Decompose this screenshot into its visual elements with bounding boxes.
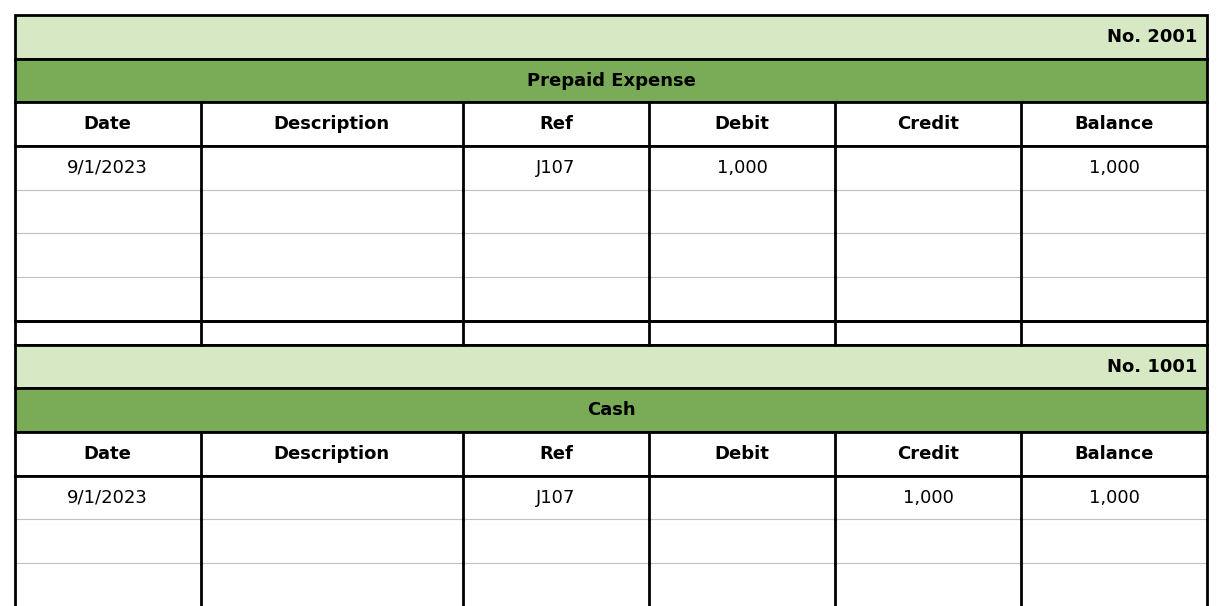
Bar	[15, 102, 1207, 146]
Text: Description: Description	[274, 445, 390, 463]
Text: 1,000: 1,000	[1089, 488, 1140, 507]
Text: Credit: Credit	[897, 115, 959, 133]
Bar	[15, 519, 1207, 563]
Text: 1,000: 1,000	[903, 488, 953, 507]
Bar	[15, 277, 1207, 321]
Text: Prepaid Expense: Prepaid Expense	[527, 72, 695, 90]
Bar	[15, 233, 1207, 277]
Text: Credit: Credit	[897, 445, 959, 463]
Bar	[15, 563, 1207, 606]
Bar	[15, 321, 1207, 345]
Text: Ref: Ref	[539, 115, 573, 133]
Text: 9/1/2023: 9/1/2023	[67, 488, 148, 507]
Text: Cash: Cash	[587, 401, 635, 419]
Bar	[15, 15, 1207, 59]
Bar	[15, 388, 1207, 432]
Text: Date: Date	[84, 115, 132, 133]
Text: Debit: Debit	[715, 445, 770, 463]
Bar	[15, 190, 1207, 233]
Text: Ref: Ref	[539, 445, 573, 463]
Text: Description: Description	[274, 115, 390, 133]
Bar	[15, 146, 1207, 190]
Text: Date: Date	[84, 445, 132, 463]
Text: 1,000: 1,000	[1089, 159, 1140, 177]
Text: J107: J107	[536, 488, 576, 507]
Bar	[15, 345, 1207, 388]
Text: J107: J107	[536, 159, 576, 177]
Text: Balance: Balance	[1074, 445, 1154, 463]
Text: Balance: Balance	[1074, 115, 1154, 133]
Bar	[15, 59, 1207, 102]
Bar	[15, 432, 1207, 476]
Bar	[15, 476, 1207, 519]
Text: Debit: Debit	[715, 115, 770, 133]
Text: No. 1001: No. 1001	[1107, 358, 1198, 376]
Text: No. 2001: No. 2001	[1107, 28, 1198, 46]
Text: 9/1/2023: 9/1/2023	[67, 159, 148, 177]
Text: 1,000: 1,000	[716, 159, 767, 177]
